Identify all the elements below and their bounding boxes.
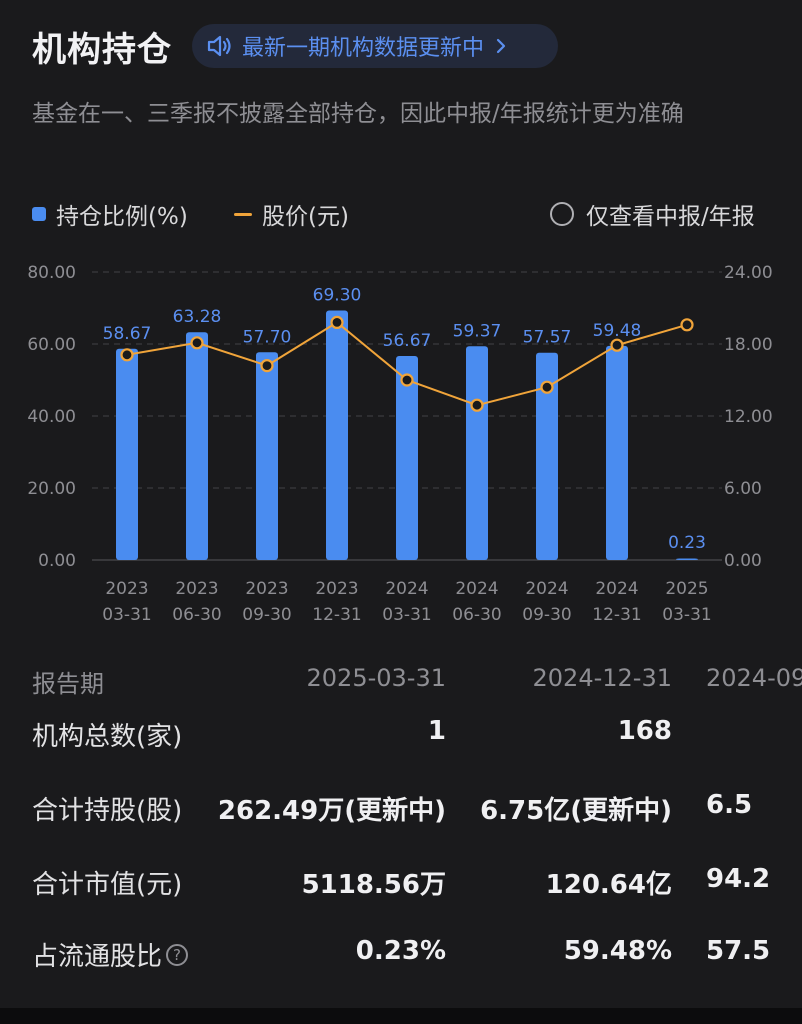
legend-line-label: 股价(元)	[262, 204, 349, 230]
cell-value: 6.5	[706, 790, 753, 820]
left-axis-tick: 60.00	[27, 335, 76, 355]
bar	[186, 332, 208, 560]
legend-stock-price: 股价(元)	[234, 196, 349, 232]
row-label: 占流通股比	[32, 942, 163, 972]
bar-data-label: 63.28	[173, 307, 222, 327]
cell-value: 94.2	[706, 864, 771, 894]
cell-value: 262.49万(更新中)	[217, 796, 446, 826]
row-label-with-help: 占流通股比 ?	[32, 936, 189, 973]
price-point	[190, 336, 204, 350]
header-label: 报告期	[32, 670, 104, 698]
table-row-institution-count: 机构总数(家) 1 168	[0, 716, 802, 776]
x-tick-year: 2025	[665, 579, 708, 599]
right-axis-tick: 18.00	[724, 335, 773, 355]
price-point	[470, 398, 484, 412]
bottom-bar	[0, 1008, 802, 1024]
header-col-2[interactable]: 2024-12-31	[532, 664, 672, 692]
cell-value: 57.5	[706, 936, 771, 966]
price-point	[400, 373, 414, 387]
bar	[606, 345, 628, 560]
bar-data-label: 57.57	[523, 328, 572, 348]
x-tick-year: 2023	[315, 579, 358, 599]
price-point	[540, 380, 554, 394]
right-axis-tick: 0.00	[724, 551, 762, 571]
bar-data-label: 69.30	[313, 286, 362, 306]
x-tick-year: 2024	[525, 579, 568, 599]
x-tick-date: 03-31	[382, 605, 431, 625]
filter-label: 仅查看中报/年报	[586, 204, 755, 230]
chart-legend: 持仓比例(%) 股价(元) 仅查看中报/年报	[32, 196, 772, 232]
table-header-row: 报告期 2025-03-31 2024-12-31 2024-09	[0, 664, 802, 724]
holdings-chart: 0.00 20.00 40.00 60.00 80.00 0.00 6.00 12.00 18.…	[27, 263, 773, 625]
left-axis-tick: 80.00	[27, 263, 76, 283]
bar	[256, 352, 278, 560]
price-point	[610, 338, 624, 352]
table-row-market-value: 合计市值(元) 5118.56万 120.64亿 94.2	[0, 864, 802, 924]
bar-data-label: 56.67	[383, 331, 432, 351]
row-label: 合计持股(股)	[32, 796, 183, 826]
table-row-float-ratio: 占流通股比 ? 0.23% 59.48% 57.5	[0, 936, 802, 996]
cell-value: 1	[427, 716, 446, 746]
chevron-right-icon	[496, 38, 506, 54]
bar-swatch-icon	[32, 207, 46, 221]
x-tick-date: 03-31	[102, 605, 151, 625]
left-axis-tick: 40.00	[27, 407, 76, 427]
x-tick-date: 12-31	[592, 605, 641, 625]
price-point	[120, 348, 134, 362]
legend-holding-ratio: 持仓比例(%)	[32, 196, 188, 232]
x-tick-date: 06-30	[452, 605, 501, 625]
cell-value: 5118.56万	[301, 870, 446, 900]
update-notice-button[interactable]: 最新一期机构数据更新中	[192, 24, 558, 68]
row-label: 机构总数(家)	[32, 722, 183, 752]
bar-data-label: 58.67	[103, 324, 152, 344]
radio-unchecked-icon[interactable]	[550, 202, 574, 226]
left-axis-tick: 0.00	[38, 551, 76, 571]
header-col-1[interactable]: 2025-03-31	[306, 664, 446, 692]
bar-data-label: 0.23	[668, 533, 706, 553]
price-point	[330, 315, 344, 330]
semiannual-filter-toggle[interactable]: 仅查看中报/年报	[550, 196, 755, 232]
x-tick-year: 2023	[105, 579, 148, 599]
x-tick-year: 2023	[175, 579, 218, 599]
cell-value: 0.23%	[355, 936, 446, 966]
bar	[116, 348, 138, 560]
update-notice-text: 最新一期机构数据更新中	[242, 36, 485, 61]
bar-data-label: 57.70	[243, 327, 292, 347]
bar-data-label: 59.37	[453, 321, 502, 341]
cell-value: 120.64亿	[545, 870, 672, 900]
price-point	[680, 318, 694, 332]
x-tick-year: 2024	[595, 579, 638, 599]
bar	[326, 310, 348, 560]
help-icon[interactable]: ?	[166, 943, 189, 966]
disclosure-note: 基金在一、三季报不披露全部持仓，因此中报/年报统计更为准确	[32, 101, 684, 127]
cell-value: 168	[617, 716, 672, 746]
x-tick-date: 03-31	[662, 605, 711, 625]
x-tick-year: 2023	[245, 579, 288, 599]
left-axis-tick: 20.00	[27, 479, 76, 499]
page-title: 机构持仓	[32, 30, 172, 70]
cell-value: 6.75亿(更新中)	[480, 796, 672, 826]
table-row-total-shares: 合计持股(股) 262.49万(更新中) 6.75亿(更新中) 6.5	[0, 790, 802, 850]
price-point	[260, 358, 274, 373]
x-tick-date: 09-30	[522, 605, 571, 625]
x-tick-date: 09-30	[242, 605, 291, 625]
x-tick-date: 06-30	[172, 605, 221, 625]
right-axis-tick: 6.00	[724, 479, 762, 499]
bar	[466, 346, 488, 560]
row-label: 合计市值(元)	[32, 870, 183, 900]
line-swatch-icon	[234, 212, 252, 216]
bar	[396, 355, 418, 560]
bar	[676, 558, 698, 560]
x-tick-year: 2024	[385, 579, 428, 599]
header-col-3[interactable]: 2024-09	[706, 664, 802, 692]
x-tick-date: 12-31	[312, 605, 361, 625]
cell-value: 59.48%	[563, 936, 672, 966]
right-axis-tick: 12.00	[724, 407, 773, 427]
speaker-icon	[207, 35, 231, 57]
legend-bar-label: 持仓比例(%)	[56, 204, 188, 230]
right-axis-tick: 24.00	[724, 263, 773, 283]
bar	[536, 352, 558, 560]
bar-data-label: 59.48	[593, 321, 642, 341]
x-tick-year: 2024	[455, 579, 498, 599]
